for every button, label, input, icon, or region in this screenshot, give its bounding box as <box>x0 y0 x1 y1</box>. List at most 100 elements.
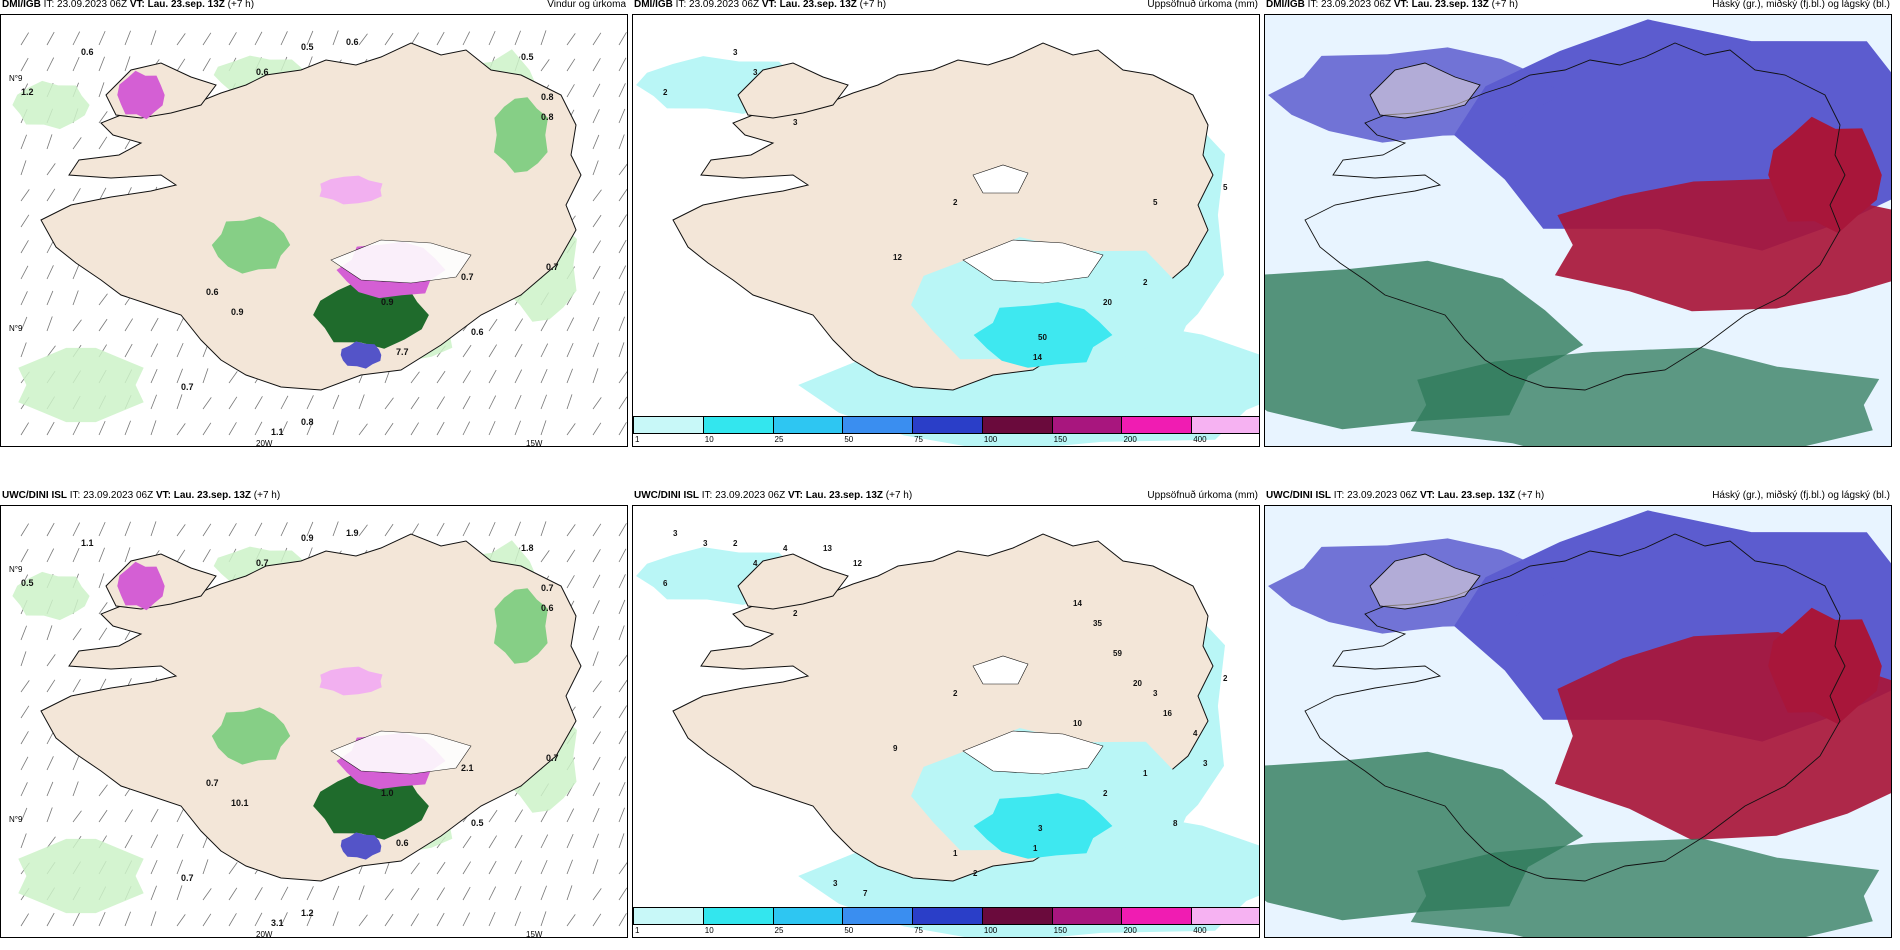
wind-barb <box>20 680 30 693</box>
wind-barb <box>592 549 601 563</box>
wind-barb <box>358 885 365 901</box>
wind-barb <box>176 368 183 384</box>
wind-barb <box>410 523 420 537</box>
accum-value: 50 <box>1038 333 1047 342</box>
accum-value: 3 <box>1038 824 1043 833</box>
wind-barb <box>72 755 80 771</box>
wind-barb <box>280 522 288 537</box>
wind-barb <box>72 912 81 927</box>
westfjords-coastline <box>737 553 849 610</box>
wind-barb <box>124 547 131 563</box>
lead-time: (+7 h) <box>227 0 255 10</box>
colorbar-swatch <box>912 416 983 434</box>
accum-value: 4 <box>1193 729 1198 738</box>
wind-barb <box>618 108 626 124</box>
axis-label: N°9 <box>9 815 23 824</box>
accum-value: 3 <box>753 68 758 77</box>
wind-barb <box>488 395 497 410</box>
wind-barb <box>176 58 186 72</box>
model-name: DMI/IGB <box>634 0 673 10</box>
precip-area-snow <box>117 70 165 120</box>
wind-barb <box>358 423 368 436</box>
wind-barb <box>514 885 522 901</box>
accum-value: 3 <box>1203 759 1208 768</box>
init-time: IT: 23.09.2023 06Z <box>43 0 130 10</box>
wind-barb <box>46 781 54 797</box>
precip-value: 0.6 <box>471 327 484 337</box>
wind-barb <box>566 575 575 589</box>
map-frame <box>1264 14 1892 447</box>
wind-barb <box>488 318 498 332</box>
wind-barb <box>592 422 602 436</box>
wind-barb <box>20 833 27 849</box>
wind-barb <box>436 421 445 436</box>
precip-value: 1.1 <box>81 538 94 548</box>
wind-barb <box>514 30 521 46</box>
axis-label: N°9 <box>9 565 23 574</box>
precip-value: 0.5 <box>521 52 534 62</box>
wind-barb <box>592 782 601 797</box>
map-svg <box>1265 506 1891 937</box>
wind-barb <box>540 30 547 46</box>
wind-barb <box>436 861 446 875</box>
panel-title: Háský (gr.), miðský (fj.bl.) og lágský (… <box>1712 490 1890 501</box>
wind-barb <box>306 521 314 537</box>
wind-barb <box>280 912 288 927</box>
wind-barb <box>202 859 209 875</box>
accum-value: 2 <box>1223 674 1228 683</box>
wind-barb <box>72 547 80 563</box>
wind-barb <box>46 522 55 537</box>
wind-barb <box>20 807 28 823</box>
precip-value: 0.6 <box>541 603 554 613</box>
wind-barb <box>384 523 394 537</box>
precip-area-light <box>18 347 144 423</box>
axis-label: 15W <box>526 439 543 447</box>
wind-barb <box>228 523 237 537</box>
wind-barb <box>254 396 263 410</box>
wind-barb <box>592 705 602 719</box>
precip-area-sleet <box>319 666 383 696</box>
wind-barb <box>98 809 108 823</box>
wind-barb <box>150 343 159 358</box>
wind-barb <box>20 651 27 667</box>
wind-barb <box>592 523 602 537</box>
wind-barb <box>436 522 445 537</box>
wind-barb <box>618 913 627 927</box>
colorbar-label: 1 <box>635 435 640 444</box>
panel-uwc-accum: UWC/DINI ISL IT: 23.09.2023 06Z VT: Lau.… <box>632 490 1262 938</box>
colorbar-swatch <box>702 416 774 434</box>
cloud-high <box>1768 607 1882 725</box>
accum-value: 5 <box>1223 183 1228 192</box>
panel-header: UWC/DINI ISL IT: 23.09.2023 06Z VT: Lau.… <box>2 489 626 503</box>
wind-barb <box>410 913 420 927</box>
precip-value: 1.0 <box>381 788 394 798</box>
accum-value: 2 <box>953 689 958 698</box>
init-time: IT: 23.09.2023 06Z <box>701 490 788 501</box>
wind-barb <box>592 214 602 228</box>
wind-barb <box>592 291 601 306</box>
panel-title: Háský (gr.), miðský (fj.bl.) og lágský (… <box>1712 0 1890 10</box>
wind-barb <box>540 859 548 875</box>
colorbar-swatch <box>981 416 1053 434</box>
wind-barb <box>436 887 446 901</box>
wind-barb <box>410 371 420 384</box>
colorbar-label: 50 <box>844 435 854 444</box>
precip-value: 7.7 <box>396 347 409 357</box>
colorbar-label: 25 <box>774 435 784 444</box>
accum-value: 2 <box>733 539 738 548</box>
wind-barb <box>98 111 108 124</box>
wind-barb <box>358 394 365 410</box>
wind-barb <box>176 885 183 901</box>
wind-barb <box>46 290 54 306</box>
wind-barb <box>462 421 471 436</box>
colorbar-swatch <box>1051 416 1123 434</box>
wind-barb <box>592 859 599 875</box>
wind-barb <box>72 264 80 280</box>
wind-barb <box>176 524 186 537</box>
wind-barb <box>72 137 82 150</box>
wind-barb <box>20 523 30 537</box>
lead-time: (+7 h) <box>1491 0 1519 10</box>
colorbar-label: 10 <box>704 926 714 935</box>
wind-barb <box>592 109 600 124</box>
map-frame <box>1264 505 1892 938</box>
